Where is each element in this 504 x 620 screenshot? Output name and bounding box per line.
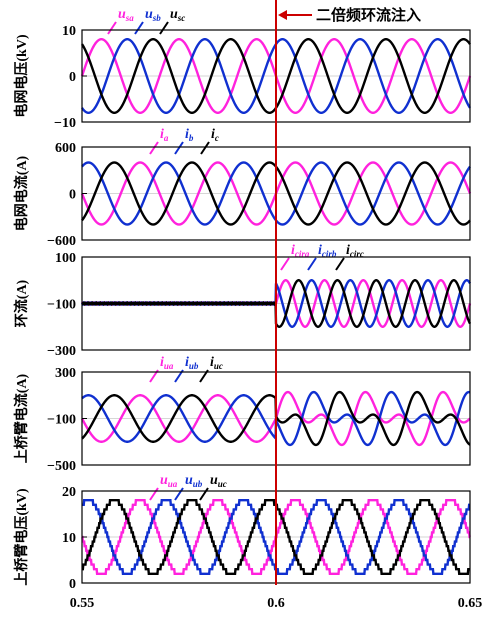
y-tick-label: −10 (54, 116, 76, 131)
y-tick-label: −500 (47, 459, 76, 474)
legend-leader (149, 487, 159, 501)
legend-leader (174, 141, 184, 155)
legend-usb: usb (145, 7, 161, 23)
panel-1: usa usb usc 10 0 −10 电网电压(kV) (13, 7, 472, 131)
legend-usc: usc (170, 7, 185, 23)
y-tick-label: 0 (69, 577, 76, 592)
x-tick-label: 0.6 (267, 596, 285, 611)
legend-leader (280, 257, 290, 271)
legend-leader (307, 257, 317, 271)
y-tick-label: 20 (62, 485, 76, 500)
y-tick-label: 300 (55, 366, 76, 381)
legend-leader (199, 487, 209, 501)
legend-leader (107, 21, 117, 35)
y-tick-label: 600 (55, 141, 76, 156)
y-tick-label: −100 (47, 298, 76, 313)
y-tick-label: 0 (69, 70, 76, 85)
legend-leader (335, 257, 345, 271)
legend-uuc: uuc (210, 473, 227, 489)
legend-ic: ic (211, 127, 219, 143)
legend-leader (174, 487, 184, 501)
legend-uua: uua (160, 473, 178, 489)
y-tick-label: −100 (47, 413, 76, 428)
y-tick-label: 100 (55, 251, 76, 266)
annotation-label: 二倍频环流注入 (316, 6, 421, 24)
y-axis-label: 电网电流(A) (13, 155, 30, 231)
y-axis-label: 上桥臂电流(A) (13, 373, 30, 463)
legend-icirc: icirc (346, 243, 364, 259)
y-tick-label: 10 (62, 531, 76, 546)
y-tick-label: −600 (47, 234, 76, 249)
legend-ia: ia (160, 127, 169, 143)
x-tick-label: 0.55 (70, 596, 95, 611)
panel-4: iua iub iuc 300 −100 −500 上桥臂电流(A) (13, 355, 471, 474)
legend-iua: iua (160, 355, 174, 371)
legend-iub: iub (185, 355, 199, 371)
legend-usa: usa (118, 7, 134, 23)
legend-icira: icira (291, 243, 310, 259)
panel-3: icira icirb icirc 100 −100 −300 环流(A) (13, 243, 472, 359)
legend-leader (134, 21, 144, 35)
legend-ib: ib (185, 127, 194, 143)
y-axis-label: 环流(A) (13, 279, 30, 327)
x-tick-label: 0.65 (458, 596, 483, 611)
legend-icirb: icirb (318, 243, 337, 259)
y-tick-label: 0 (69, 188, 76, 203)
legend-uub: uub (185, 473, 203, 489)
legend-leader (200, 141, 210, 155)
y-tick-label: 10 (62, 24, 76, 39)
legend-leader (159, 21, 169, 35)
legend-iuc: iuc (210, 355, 223, 371)
annotation-arrowhead (278, 10, 287, 20)
panel-2: ia ib ic 600 0 −600 电网电流(A) (13, 127, 472, 249)
y-axis-label: 电网电压(kV) (13, 34, 30, 118)
legend-leader (149, 141, 159, 155)
y-axis-label: 上桥臂电压(kV) (13, 488, 30, 586)
panel-5: uua uub uuc 20 10 0 上桥臂电压(kV) (13, 473, 471, 592)
y-tick-label: −300 (47, 344, 76, 359)
